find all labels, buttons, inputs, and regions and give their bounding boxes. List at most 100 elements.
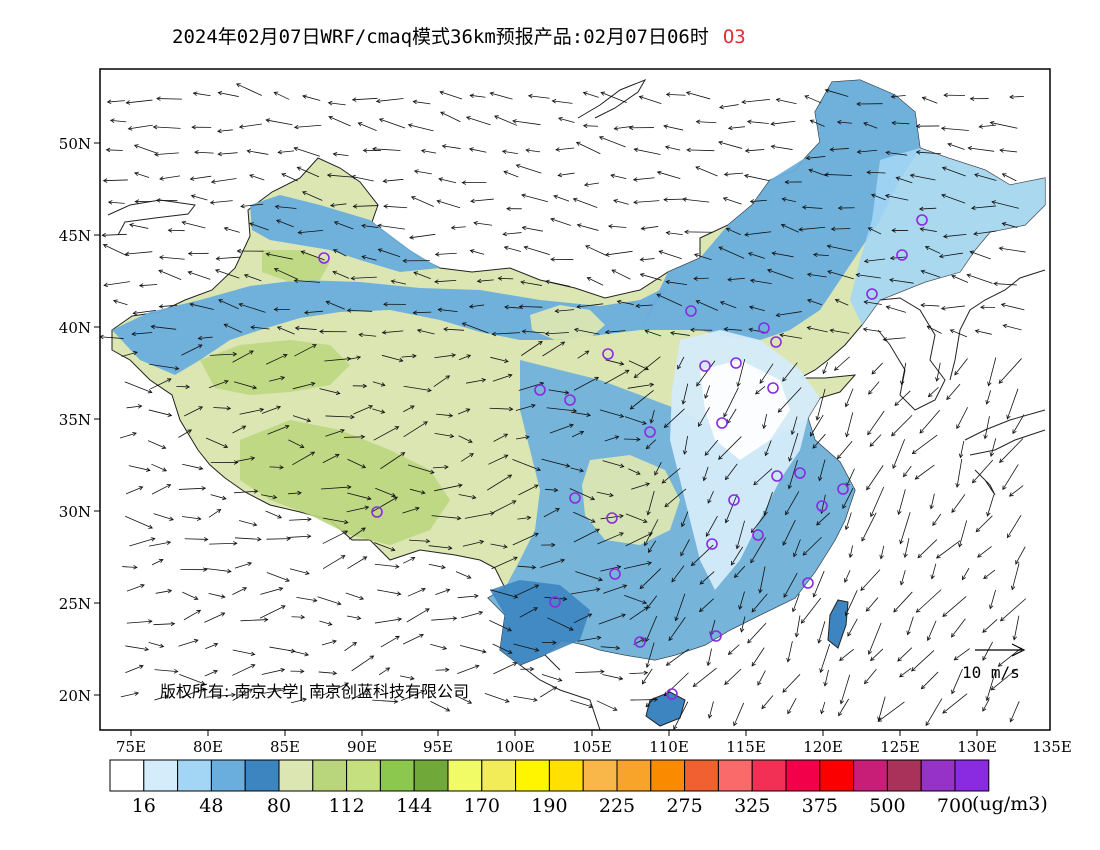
- wind-arrowhead: [924, 245, 930, 251]
- wind-arrow: [654, 461, 662, 476]
- wind-arrowhead: [306, 534, 312, 539]
- wind-arrow: [437, 200, 461, 209]
- wind-arrowhead: [920, 269, 926, 275]
- wind-arrow: [515, 404, 536, 411]
- wind-arrowhead: [223, 226, 229, 232]
- wind-arrowhead: [533, 484, 539, 489]
- wind-arrow: [730, 546, 744, 566]
- wind-arrow: [628, 468, 641, 475]
- wind-arrow: [334, 221, 354, 230]
- wind-arrow: [645, 615, 658, 642]
- wind-arrowhead: [870, 656, 875, 662]
- wind-arrow: [438, 178, 457, 184]
- wind-arrowhead: [102, 178, 108, 183]
- wind-arrow: [215, 269, 240, 279]
- wind-arrow: [748, 252, 766, 259]
- wind-arrow: [512, 120, 541, 126]
- site-marker: [916, 214, 928, 226]
- wind-arrow: [617, 300, 634, 305]
- wind-arrow: [107, 100, 125, 103]
- wind-arrow: [574, 328, 600, 335]
- wind-arrowhead: [645, 482, 651, 487]
- wind-arrowhead: [552, 686, 558, 691]
- wind-arrow: [457, 595, 479, 599]
- wind-arrowhead: [787, 709, 792, 715]
- wind-arrowhead: [351, 174, 356, 180]
- wind-arrowhead: [985, 696, 990, 702]
- wind-arrowhead: [704, 451, 710, 456]
- wind-arrow: [724, 328, 742, 331]
- wind-arrowhead: [970, 205, 976, 211]
- lon-label: 95E: [423, 738, 453, 756]
- wind-arrow: [236, 83, 262, 96]
- wind-arrow: [528, 95, 550, 99]
- wind-arrowhead: [645, 444, 651, 450]
- wind-arrow: [982, 641, 993, 661]
- wind-arrowhead: [609, 492, 614, 498]
- wind-arrow: [434, 280, 457, 283]
- wind-arrowhead: [469, 453, 474, 458]
- wind-arrowhead: [638, 95, 644, 100]
- wind-arrowhead: [218, 299, 223, 304]
- site-marker: [569, 492, 581, 504]
- wind-arrowhead: [827, 269, 832, 275]
- wind-arrowhead: [680, 551, 685, 557]
- wind-arrowhead: [332, 151, 338, 157]
- wind-arrowhead: [751, 607, 756, 613]
- wind-arrow: [755, 385, 766, 395]
- wind-arrowhead: [681, 399, 686, 405]
- wind-arrow: [576, 142, 601, 155]
- wind-arrow: [206, 694, 236, 698]
- wind-arrow: [987, 494, 995, 517]
- wind-arrowhead: [844, 402, 850, 408]
- wind-arrow: [599, 409, 624, 418]
- colorbar-swatch: [548, 759, 584, 792]
- lat-label: 35N: [59, 411, 91, 429]
- wind-arrow: [883, 337, 906, 341]
- wind-arrow: [846, 468, 855, 487]
- wind-arrowhead: [749, 278, 755, 284]
- wind-arrow: [544, 596, 567, 600]
- wind-arrowhead: [361, 464, 367, 469]
- wind-arrow: [1007, 388, 1019, 419]
- wind-arrow: [198, 336, 213, 339]
- wind-arrowhead: [770, 121, 775, 127]
- wind-arrow: [432, 466, 449, 469]
- map-title: 2024年02月07日WRF/cmaq模式36km预报产品:02月07日06时 O…: [172, 22, 746, 49]
- wind-arrowhead: [999, 458, 1004, 464]
- wind-arrow: [942, 596, 967, 617]
- lon-label: 105E: [572, 738, 612, 756]
- wind-arrow: [251, 326, 270, 330]
- wind-arrow: [378, 249, 401, 258]
- wind-arrowhead: [181, 220, 187, 226]
- wind-arrowhead: [504, 698, 510, 703]
- wind-arrowhead: [877, 717, 883, 722]
- wind-arrow: [204, 567, 231, 572]
- wind-arrowhead: [167, 412, 173, 417]
- wind-arrow: [154, 695, 169, 701]
- wind-arrow: [930, 493, 935, 509]
- wind-arrow: [322, 530, 348, 544]
- wind-arrowhead: [369, 655, 375, 660]
- colorbar-swatch: [109, 759, 145, 792]
- wind-arrowhead: [932, 521, 937, 527]
- wind-arrow: [975, 330, 992, 335]
- wind-arrow: [261, 669, 285, 675]
- wind-arrow: [947, 143, 965, 150]
- wind-arrow: [294, 147, 320, 157]
- wind-arrow: [640, 258, 655, 261]
- wind-arrowhead: [536, 466, 542, 472]
- wind-arrow: [919, 207, 937, 210]
- lon-axis: 75E 80E 85E 90E 95E 100E 105E 110E 115E …: [116, 730, 1072, 756]
- colorbar-swatch: [886, 759, 922, 792]
- wind-arrow: [462, 540, 484, 547]
- wind-arrow: [517, 565, 536, 568]
- site-marker: [685, 305, 697, 317]
- site-marker: [866, 288, 878, 300]
- wind-arrowhead: [146, 467, 151, 472]
- wind-arrowhead: [775, 97, 781, 103]
- site-marker: [770, 336, 782, 348]
- wind-arrow: [684, 435, 688, 455]
- wind-arrowhead: [307, 517, 312, 522]
- wind-scale-arrowhead: [1011, 643, 1026, 657]
